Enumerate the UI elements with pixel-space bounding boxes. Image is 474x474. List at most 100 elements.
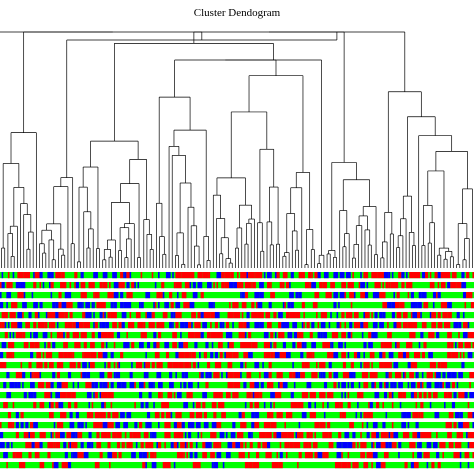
band-segment-red — [350, 332, 353, 339]
band-segment-blue — [371, 442, 373, 449]
band-segment-blue — [366, 432, 370, 439]
band-segment-red — [202, 272, 209, 279]
band-segment-red — [448, 412, 454, 419]
band-segment-blue — [94, 382, 98, 389]
band-segment-red — [246, 372, 252, 379]
band-segment-red — [17, 292, 19, 299]
band-segment-blue — [170, 312, 174, 319]
band-segment-blue — [183, 402, 189, 409]
band-segment-blue — [222, 322, 225, 329]
band-segment-blue — [1, 282, 5, 289]
band-segment-blue — [319, 372, 321, 379]
band-segment-blue — [6, 372, 10, 379]
band-row — [0, 332, 474, 339]
band-segment-blue — [466, 432, 468, 439]
band-segment-red — [285, 312, 290, 319]
band-segment-red — [322, 282, 328, 289]
band-segment-blue — [88, 362, 91, 369]
band-segment-red — [67, 352, 73, 359]
band-segment-blue — [214, 352, 219, 359]
band-segment-red — [287, 442, 290, 449]
band-segment-blue — [390, 382, 394, 389]
band-segment-blue — [183, 382, 187, 389]
band-segment-red — [413, 392, 416, 399]
band-segment-red — [379, 362, 384, 369]
band-segment-blue — [64, 452, 68, 459]
band-segment-blue — [353, 372, 356, 379]
band-segment-red — [227, 382, 234, 389]
band-segment-red — [69, 312, 73, 319]
band-segment-blue — [379, 352, 383, 359]
band-segment-blue — [197, 432, 200, 439]
band-segment-red — [99, 452, 103, 459]
band-segment-blue — [50, 432, 53, 439]
band-segment-blue — [39, 302, 43, 309]
band-row — [0, 412, 474, 419]
band-segment-red — [135, 362, 143, 369]
band-segment-red — [96, 432, 100, 439]
band-segment-blue — [120, 302, 124, 309]
band-segment-red — [380, 442, 386, 449]
band-segment-blue — [99, 392, 102, 399]
band-segment-blue — [322, 372, 326, 379]
band-segment-blue — [99, 332, 102, 339]
band-segment-red — [7, 412, 12, 419]
band-segment-red — [243, 322, 247, 329]
band-segment-red — [263, 422, 271, 429]
band-segment-red — [175, 272, 182, 279]
band-segment-red — [110, 312, 117, 319]
band-segment-red — [150, 452, 155, 459]
band-segment-red — [409, 372, 414, 379]
band-segment-red — [143, 322, 146, 329]
band-segment-red — [189, 412, 195, 419]
band-segment-blue — [418, 342, 421, 349]
band-segment-blue — [388, 352, 394, 359]
band-segment-red — [447, 432, 452, 439]
band-segment-red — [7, 342, 15, 349]
band-segment-red — [333, 382, 337, 389]
band-segment-blue — [17, 322, 23, 329]
band-segment-red — [363, 412, 367, 419]
band-segment-blue — [248, 432, 252, 439]
band-segment-blue — [412, 312, 416, 319]
band-segment-red — [309, 432, 313, 439]
band-segment-blue — [421, 272, 426, 279]
band-segment-blue — [82, 372, 87, 379]
band-segment-blue — [285, 352, 291, 359]
band-segment-blue — [350, 382, 354, 389]
band-segment-blue — [197, 282, 203, 289]
band-segment-red — [472, 452, 474, 459]
band-segment-red — [328, 442, 334, 449]
band-segment-red — [251, 282, 253, 289]
band-segment-red — [189, 362, 192, 369]
band-segment-red — [325, 342, 331, 349]
band-segment-red — [322, 432, 329, 439]
band-segment-blue — [308, 402, 312, 409]
band-segment-blue — [402, 412, 407, 419]
band-segment-red — [165, 412, 171, 419]
band-segment-blue — [80, 442, 84, 449]
band-segment-blue — [401, 412, 403, 419]
band-segment-red — [303, 322, 305, 329]
band-segment-blue — [121, 322, 125, 329]
band-segment-red — [0, 282, 2, 289]
band-segment-blue — [75, 412, 79, 419]
band-segment-red — [322, 402, 324, 409]
band-segment-blue — [85, 302, 91, 309]
band-segment-red — [402, 432, 410, 439]
band-segment-red — [361, 372, 369, 379]
band-segment-red — [161, 392, 163, 399]
band-segment-red — [237, 432, 244, 439]
band-segment-red — [126, 292, 133, 299]
band-segment-red — [85, 382, 92, 389]
chart-title: Cluster Dendogram — [194, 7, 281, 19]
band-segment-blue — [260, 382, 264, 389]
band-segment-blue — [194, 452, 198, 459]
band-segment-blue — [72, 382, 75, 389]
band-segment-blue — [206, 422, 209, 429]
band-segment-blue — [461, 272, 465, 279]
band-segment-red — [39, 462, 45, 469]
band-segment-red — [360, 442, 367, 449]
band-segment-blue — [357, 352, 361, 359]
band-segment-red — [146, 452, 149, 459]
